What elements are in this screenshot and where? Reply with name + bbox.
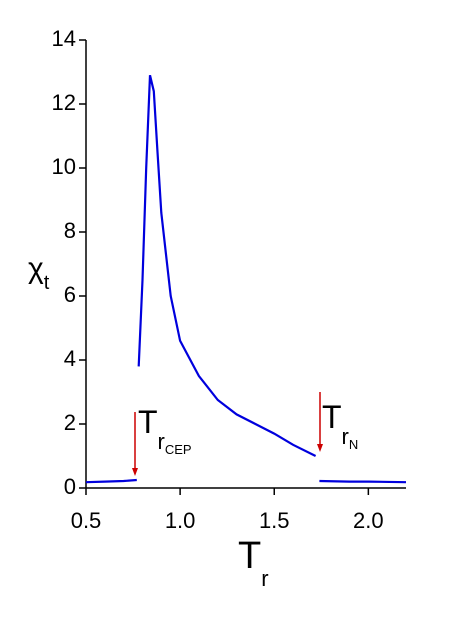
y-axis-label: χt [28, 252, 50, 294]
annotation-subsub: CEP [165, 442, 192, 457]
x-tick-label: 2.0 [353, 508, 384, 533]
annotation: TrCEP [138, 404, 192, 457]
x-axis-label-main: T [238, 535, 261, 577]
annotation-sub: r [158, 429, 165, 454]
y-axis-label-main: χ [28, 252, 44, 285]
y-tick-label: 10 [52, 154, 76, 179]
annotation: TrN [322, 399, 358, 452]
annotation-arrowhead [132, 468, 138, 476]
y-tick-label: 2 [64, 410, 76, 435]
annotation-arrowhead [317, 444, 323, 452]
y-tick-label: 14 [52, 26, 76, 51]
x-tick-label: 1.0 [165, 508, 196, 533]
y-tick-label: 4 [64, 346, 76, 371]
y-axis-label-sub: t [44, 272, 50, 294]
y-tick-label: 8 [64, 218, 76, 243]
annotation-subsub: N [349, 437, 358, 452]
y-tick-label: 0 [64, 474, 76, 499]
y-tick-label: 6 [64, 282, 76, 307]
data-line [85, 74, 407, 484]
x-tick-label: 0.5 [71, 508, 102, 533]
annotation-main: T [322, 399, 342, 435]
x-tick-label: 1.5 [259, 508, 290, 533]
x-axis-label: Tr [238, 535, 269, 591]
annotation-main: T [138, 404, 158, 440]
x-axis-label-sub: r [261, 566, 268, 591]
annotation-sub: r [342, 424, 349, 449]
y-tick-label: 12 [52, 90, 76, 115]
